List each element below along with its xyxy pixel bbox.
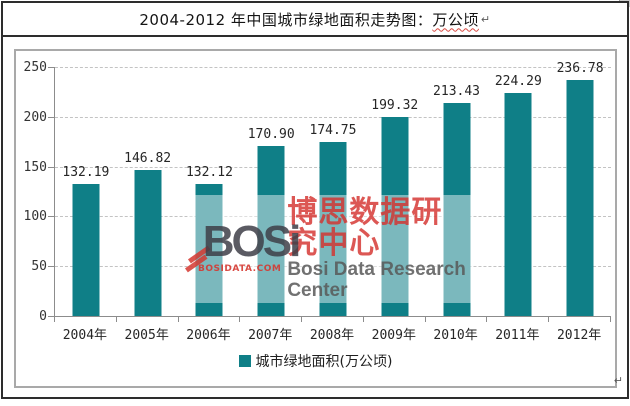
y-axis-tick-label: 50 — [31, 259, 47, 275]
bar-value-label: 132.12 — [185, 165, 233, 181]
chart-cell: 0 50 100 150 200 250 132.19 146.82 132.12 170.90 1… — [3, 37, 627, 397]
bar[interactable] — [319, 141, 347, 316]
document-table: 2004-2012 年中国城市绿地面积走势图：万公顷 ↵ 0 50 100 150 20… — [1, 1, 629, 399]
x-axis-tick-label: 2012年 — [556, 328, 602, 343]
y-axis-tick — [48, 67, 55, 68]
legend-label: 城市绿地面积(万公顷) — [255, 354, 393, 370]
gridline — [55, 67, 611, 68]
chart[interactable]: 0 50 100 150 200 250 132.19 146.82 132.12 170.90 1… — [14, 49, 617, 388]
x-axis-tick — [301, 316, 303, 322]
y-axis-tick — [48, 266, 55, 268]
bar-value-label: 224.29 — [494, 73, 542, 89]
y-axis-tick-label: 100 — [23, 209, 47, 225]
watermark: BOSi BOSIDATA.COM 博思数据研究中心 Bosi Data Res… — [184, 195, 473, 303]
bar[interactable] — [134, 169, 162, 316]
bar-value-label: 236.78 — [556, 61, 604, 77]
x-axis-tick-label: 2009年 — [371, 328, 416, 343]
y-axis-tick — [48, 316, 55, 317]
bar[interactable] — [504, 92, 532, 316]
bar-value-label: 146.82 — [124, 150, 172, 166]
chart-title-bar: 2004-2012 年中国城市绿地面积走势图：万公顷 ↵ — [3, 3, 627, 37]
bar[interactable] — [381, 117, 409, 316]
bar-column: 170.90 — [240, 67, 302, 316]
legend-swatch — [238, 355, 251, 367]
x-axis-labels: 2004年 2005年 2006年 2007年 2008年 2009年 2010年 2011年… — [54, 324, 610, 343]
x-axis-tick-label: 2011年 — [495, 328, 540, 343]
x-axis-tick-label: 2005年 — [124, 328, 169, 343]
bar-column: 146.82 — [117, 67, 179, 316]
bar-value-label: 213.43 — [433, 84, 481, 100]
x-axis-tick — [239, 316, 241, 322]
bar-value-label: 199.32 — [371, 98, 419, 114]
y-axis-tick — [48, 166, 55, 168]
x-axis-tick — [54, 316, 55, 322]
x-axis-tick-label: 2010年 — [433, 328, 478, 343]
plot-area: 0 50 100 150 200 250 132.19 146.82 132.12 170.90 1… — [24, 60, 611, 324]
x-axis-tick — [362, 316, 364, 322]
bar-column: 132.19 — [55, 67, 117, 316]
watermark-english: Bosi Data Research Center — [287, 259, 466, 301]
y-axis-tick-label: 150 — [23, 159, 47, 175]
bar[interactable] — [566, 80, 594, 316]
x-axis-tick — [115, 316, 117, 322]
bar-value-label: 170.90 — [247, 126, 295, 142]
bar[interactable] — [72, 184, 100, 316]
logo-wordmark: BOSi — [202, 217, 302, 266]
watermark-chinese: 博思数据研究中心 — [287, 195, 443, 261]
x-axis-tick — [177, 316, 179, 322]
legend: 城市绿地面积(万公顷) — [16, 351, 615, 371]
x-axis-tick-label: 2007年 — [248, 328, 293, 343]
page-title-prefix: 2004-2012 年中国城市绿地面积走势图： — [139, 10, 433, 29]
logo-domain: BOSIDATA.COM — [198, 264, 282, 274]
watermark-text: 博思数据研究中心 Bosi Data Research Center — [287, 197, 466, 301]
y-axis-tick-label: 250 — [23, 60, 47, 75]
x-axis-tick-label: 2008年 — [309, 328, 355, 343]
bar-column: 224.29 — [487, 67, 549, 316]
x-axis-tick — [424, 316, 426, 322]
page-title-spellcheck-word: 万公顷 — [432, 10, 479, 29]
x-axis-tick-label: 2004年 — [62, 328, 108, 343]
x-axis-tick — [548, 316, 550, 322]
y-axis-tick-label: 200 — [23, 109, 47, 125]
bar[interactable] — [257, 145, 285, 316]
bar-column: 199.32 — [364, 67, 426, 316]
bar-value-label: 174.75 — [309, 122, 357, 138]
page-title: 2004-2012 年中国城市绿地面积走势图：万公顷 — [139, 9, 479, 30]
bar-column: 236.78 — [549, 61, 611, 316]
bar[interactable] — [443, 103, 471, 316]
y-axis-tick-label: 0 — [39, 309, 47, 324]
bosi-logo: BOSi BOSIDATA.COM — [184, 217, 301, 275]
bar-column: 213.43 — [426, 67, 488, 316]
paragraph-mark-icon: ↵ — [480, 12, 491, 26]
x-axis-tick — [486, 316, 488, 322]
y-axis-tick — [48, 116, 55, 118]
x-axis-tick-label: 2006年 — [186, 328, 231, 343]
bar-column: 174.75 — [302, 67, 364, 316]
paragraph-mark-icon: ↵ — [613, 374, 623, 387]
gridline — [55, 116, 611, 118]
bar-value-label: 132.19 — [62, 165, 110, 181]
y-axis-tick — [48, 216, 55, 218]
x-axis-tick — [610, 316, 611, 322]
